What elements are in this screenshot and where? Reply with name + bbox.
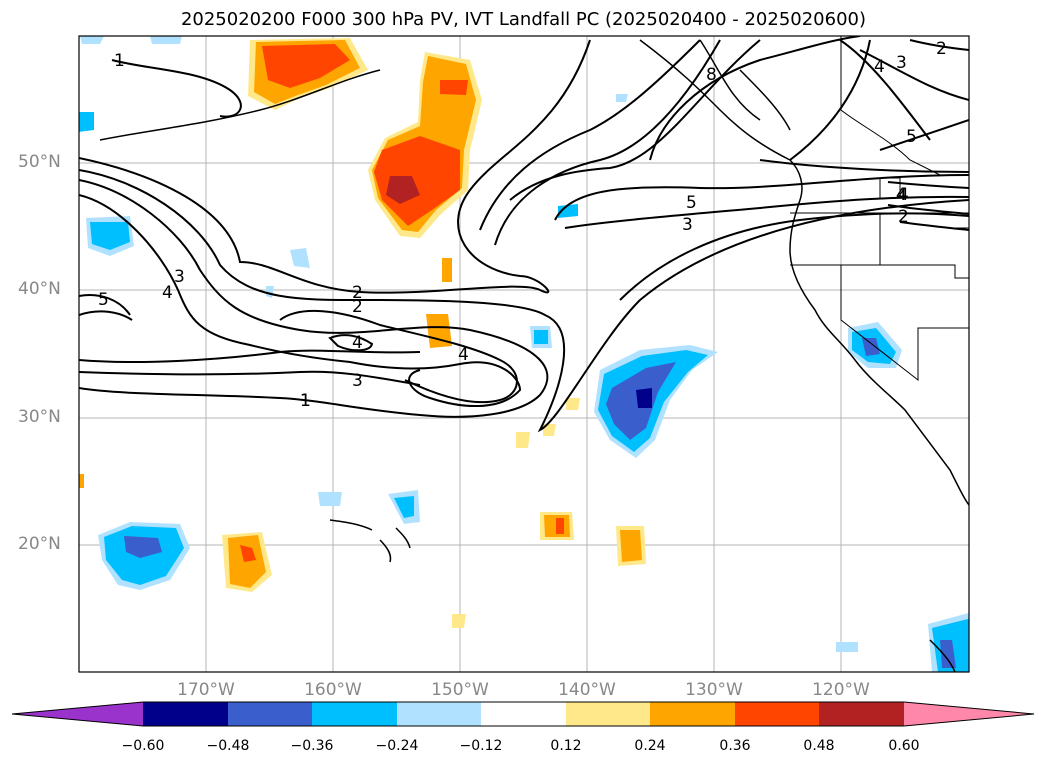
contour-label: 2 xyxy=(352,283,363,303)
colorbar-tick: 0.60 xyxy=(888,738,920,754)
contour-label: 4 xyxy=(896,185,907,205)
colorbar-tick: −0.36 xyxy=(290,738,334,754)
map-frame xyxy=(78,35,970,673)
contour-label: 8 xyxy=(706,65,717,85)
contour-label: 4 xyxy=(874,57,885,77)
contour-label: 5 xyxy=(686,193,697,213)
colorbar-tick: −0.48 xyxy=(206,738,250,754)
contour-label: 4 xyxy=(352,333,363,353)
colorbar-bin xyxy=(650,702,735,726)
colorbar-bin xyxy=(397,702,481,726)
lon-label: 160°W xyxy=(304,680,362,700)
contour-labels: 1 2 3 4 5 3 4 1 2 4 3 4 1 5 3 5 4 4 2 2 … xyxy=(98,39,947,411)
colorbar-tick: 0.24 xyxy=(634,738,666,754)
contour-label: 5 xyxy=(98,290,109,310)
colorbar-bin xyxy=(819,702,904,726)
colorbar-max-extend xyxy=(904,702,1034,726)
colorbar-bin xyxy=(566,702,650,726)
colorbar-tick: 0.12 xyxy=(550,738,582,754)
contour-label: 3 xyxy=(174,267,185,287)
contour-label: 2 xyxy=(936,39,947,59)
colorbar-tick: −0.24 xyxy=(375,738,419,754)
contour-label: 1 xyxy=(114,51,125,71)
colorbar-bin xyxy=(228,702,312,726)
contour-label: 1 xyxy=(300,391,311,411)
contour-label: 4 xyxy=(162,283,173,303)
contour-label: 4 xyxy=(896,185,907,205)
colorbar-tick: −0.12 xyxy=(459,738,503,754)
lat-label: 50°N xyxy=(18,152,61,172)
pv-negative-regions xyxy=(79,36,969,672)
colorbar-tick: 0.48 xyxy=(803,738,835,754)
map-panel xyxy=(79,36,969,672)
coastlines xyxy=(99,39,969,672)
lat-label: 20°N xyxy=(18,534,61,554)
contour-label: 2 xyxy=(898,207,909,227)
lon-label: 150°W xyxy=(431,680,489,700)
colorbar-bin xyxy=(735,702,819,726)
contour-label: 3 xyxy=(682,215,693,235)
lat-label: 40°N xyxy=(18,279,61,299)
pv-positive-regions xyxy=(79,38,646,628)
colorbar-tick: −0.60 xyxy=(121,738,165,754)
ivt-contours xyxy=(79,36,969,433)
borders xyxy=(790,36,969,382)
colorbar-bin xyxy=(312,702,397,726)
contour-label: 4 xyxy=(458,345,469,365)
lat-label: 30°N xyxy=(18,407,61,427)
colorbar-bin xyxy=(481,702,566,726)
contour-label: 1 xyxy=(300,391,311,411)
colorbar-bin xyxy=(143,702,228,726)
lon-label: 170°W xyxy=(177,680,235,700)
colorbar xyxy=(11,701,1035,727)
map-title: 2025020200 F000 300 hPa PV, IVT Landfall… xyxy=(180,9,867,30)
colorbar-tick: 0.36 xyxy=(719,738,751,754)
lon-label: 130°W xyxy=(685,680,743,700)
contour-label: 5 xyxy=(906,127,917,147)
contour-label: 3 xyxy=(352,371,363,391)
lon-label: 120°W xyxy=(812,680,870,700)
contour-label: 4 xyxy=(898,185,909,205)
contour-label: 3 xyxy=(896,53,907,73)
lon-label: 140°W xyxy=(558,680,616,700)
colorbar-min-extend xyxy=(12,702,143,726)
contour-label: 2 xyxy=(352,297,363,317)
